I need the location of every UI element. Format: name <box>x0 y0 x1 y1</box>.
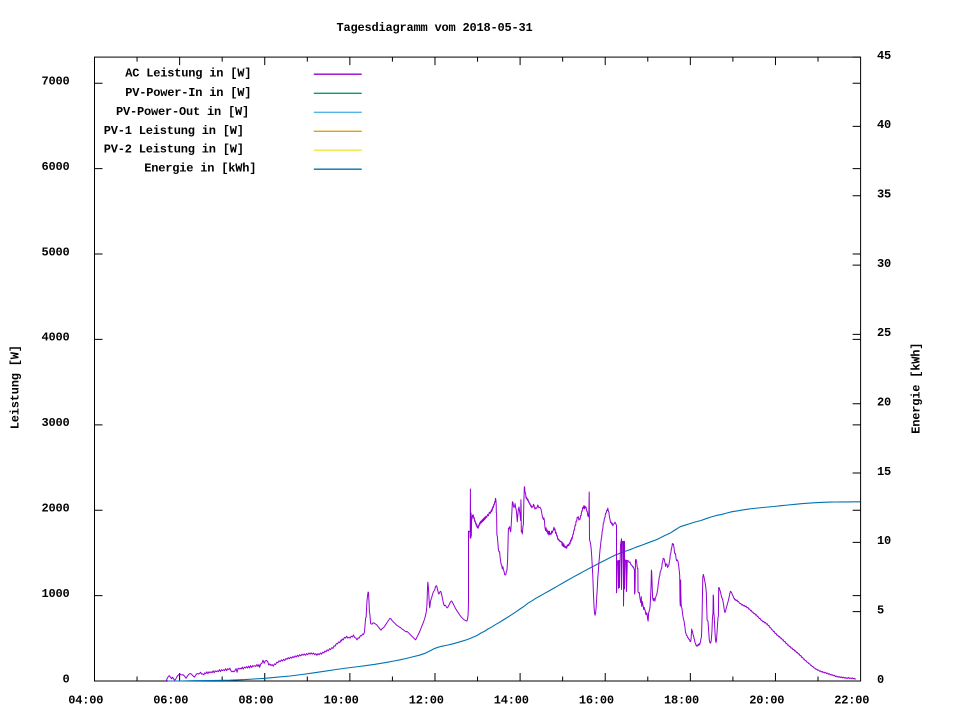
svg-text:14:00: 14:00 <box>494 693 529 707</box>
svg-text:10: 10 <box>877 534 891 548</box>
svg-text:30: 30 <box>877 257 891 271</box>
svg-text:18:00: 18:00 <box>664 693 699 707</box>
svg-text:20: 20 <box>877 396 891 410</box>
svg-text:Tagesdiagramm vom 2018-05-31: Tagesdiagramm vom 2018-05-31 <box>336 21 532 35</box>
svg-text:Energie [kWh]: Energie [kWh] <box>910 343 924 434</box>
svg-text:08:00: 08:00 <box>238 693 273 707</box>
svg-text:45: 45 <box>877 49 891 63</box>
svg-text:PV-2 Leistung in [W]: PV-2 Leistung in [W] <box>104 143 244 157</box>
svg-text:PV-1 Leistung in [W]: PV-1 Leistung in [W] <box>104 124 244 138</box>
svg-text:3000: 3000 <box>41 416 69 430</box>
svg-text:5000: 5000 <box>41 245 69 259</box>
svg-text:4000: 4000 <box>41 331 69 345</box>
svg-text:0: 0 <box>62 672 69 686</box>
svg-text:Leistung [W]: Leistung [W] <box>8 345 22 429</box>
svg-text:15: 15 <box>877 465 891 479</box>
svg-text:7000: 7000 <box>41 75 69 89</box>
svg-text:6000: 6000 <box>41 160 69 174</box>
svg-text:Energie in [kWh]: Energie in [kWh] <box>144 162 256 176</box>
svg-text:PV-Power-In in [W]: PV-Power-In in [W] <box>125 86 251 100</box>
svg-text:25: 25 <box>877 326 891 340</box>
svg-text:16:00: 16:00 <box>579 693 614 707</box>
svg-text:20:00: 20:00 <box>749 693 784 707</box>
svg-text:22:00: 22:00 <box>834 693 869 707</box>
svg-text:35: 35 <box>877 188 891 202</box>
svg-text:40: 40 <box>877 118 891 132</box>
svg-text:0: 0 <box>877 673 884 687</box>
svg-text:2000: 2000 <box>41 502 69 516</box>
svg-text:PV-Power-Out in [W]: PV-Power-Out in [W] <box>116 105 249 119</box>
svg-text:06:00: 06:00 <box>153 693 188 707</box>
svg-text:5: 5 <box>877 604 884 618</box>
svg-text:1000: 1000 <box>41 587 69 601</box>
svg-text:AC Leistung in [W]: AC Leistung in [W] <box>125 67 251 81</box>
svg-text:10:00: 10:00 <box>324 693 359 707</box>
svg-text:04:00: 04:00 <box>68 693 103 707</box>
svg-text:12:00: 12:00 <box>409 693 444 707</box>
